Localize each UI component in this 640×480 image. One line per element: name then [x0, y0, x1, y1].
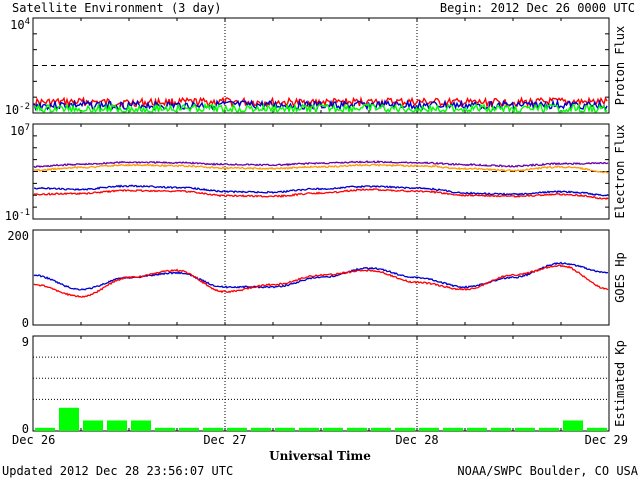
estimated-kp-bar [35, 427, 55, 431]
estimated-kp-bar [563, 420, 583, 431]
estimated-kp-bar [371, 427, 391, 431]
electron-flux-ytick-bottom: 10-1 [5, 208, 30, 223]
estimated-kp-bar [131, 420, 151, 431]
proton-flux-ytick-top: 104 [10, 17, 30, 32]
proton-flux-series-blue [33, 98, 608, 112]
x-tick-label-3: Dec 29 [585, 433, 628, 447]
estimated-kp-ytick-top: 9 [22, 335, 29, 349]
estimated-kp-bar [515, 427, 535, 431]
electron-flux-ylabel: Electron Flux [613, 125, 627, 219]
estimated-kp-frame [32, 335, 610, 432]
estimated-kp-bar [227, 427, 247, 431]
estimated-kp-bar [443, 427, 463, 431]
estimated-kp-bar [323, 427, 343, 431]
credit-line: NOAA/SWPC Boulder, CO USA [457, 464, 638, 478]
estimated-kp-bar [275, 427, 295, 431]
proton-flux-series-green [33, 102, 608, 115]
x-axis-label: Universal Time [269, 449, 371, 463]
proton-flux-ylabel: Proton Flux [613, 26, 627, 105]
proton-flux-ytick-bottom: 10-2 [5, 102, 30, 117]
electron-flux-series-blue [33, 184, 609, 197]
estimated-kp-bar [395, 427, 415, 431]
electron-flux-series-orange [33, 163, 608, 174]
estimated-kp-bar [299, 427, 319, 431]
estimated-kp-bar [491, 427, 511, 431]
goes-hp-ytick-top: 200 [7, 229, 29, 243]
estimated-kp-bar [155, 427, 175, 431]
estimated-kp-bar [251, 427, 271, 431]
estimated-kp-bar [539, 427, 559, 431]
updated-timestamp: Updated 2012 Dec 28 23:56:07 UTC [2, 464, 234, 478]
estimated-kp-bar [587, 427, 607, 431]
estimated-kp-bar [59, 407, 79, 431]
x-tick-label-0: Dec 26 [12, 433, 55, 447]
chart-title: Satellite Environment (3 day) [12, 1, 222, 15]
estimated-kp-bar [203, 427, 223, 431]
x-tick-label-1: Dec 27 [203, 433, 246, 447]
estimated-kp-bar [419, 427, 439, 431]
electron-flux-series-purple [33, 160, 609, 169]
goes-hp-series-red [33, 264, 609, 298]
estimated-kp-bar [467, 427, 487, 431]
goes-hp-ytick-bottom: 0 [22, 316, 29, 330]
estimated-kp-ytick-bottom: 0 [22, 422, 29, 436]
electron-flux-ytick-top: 107 [10, 123, 30, 138]
estimated-kp-bar [347, 427, 367, 431]
estimated-kp-bar [179, 427, 199, 431]
goes-hp-series-blue [33, 261, 609, 291]
estimated-kp-ylabel: Estimated Kp [613, 340, 627, 427]
begin-date: Begin: 2012 Dec 26 0000 UTC [439, 1, 635, 15]
estimated-kp-bar [107, 420, 127, 431]
goes-hp-ylabel: GOES Hp [613, 252, 627, 303]
estimated-kp-bar [83, 420, 103, 431]
electron-flux-series-red [33, 188, 609, 200]
x-tick-label-2: Dec 28 [395, 433, 438, 447]
